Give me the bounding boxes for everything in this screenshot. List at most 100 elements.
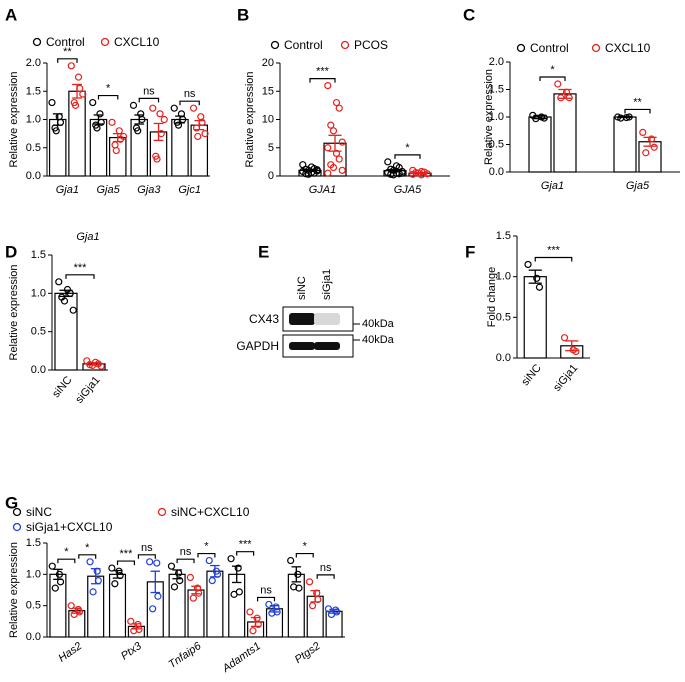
- significance-label: ns: [260, 584, 272, 596]
- x-tick-label: GJA1: [309, 184, 337, 196]
- bar: [228, 573, 246, 638]
- y-axis-label: Relative expression: [8, 542, 20, 638]
- data-point: [149, 104, 157, 112]
- y-tick-label: 10: [262, 114, 274, 126]
- data-point: [246, 608, 254, 616]
- data-point: [130, 627, 138, 635]
- data-point: [186, 573, 194, 582]
- bar: [553, 93, 577, 173]
- data-point: [287, 556, 295, 565]
- data-point: [170, 104, 178, 112]
- significance-label: **: [63, 46, 72, 58]
- data-point: [335, 104, 343, 112]
- data-point: [272, 603, 280, 611]
- significance-label: ***: [547, 244, 561, 256]
- data-point: [338, 166, 346, 174]
- x-tick-label: Gja5: [626, 180, 650, 192]
- y-tick-label: 1.5: [496, 230, 511, 242]
- y-tick-label: 0.5: [31, 326, 46, 338]
- data-point: [176, 576, 184, 585]
- y-tick-label: 1.0: [31, 287, 46, 299]
- legend-label: siNC+CXCL10: [171, 505, 250, 519]
- legend-label: CXCL10: [114, 35, 160, 49]
- y-tick-label: 0.0: [496, 352, 511, 364]
- data-point: [324, 81, 332, 90]
- data-point: [93, 124, 101, 132]
- marker-label: 40kDa: [362, 334, 395, 346]
- y-tick-label: 1.0: [489, 111, 504, 123]
- data-point: [642, 149, 650, 157]
- data-point: [230, 590, 238, 598]
- bar: [613, 116, 637, 173]
- data-point: [48, 562, 56, 570]
- data-point: [524, 260, 532, 269]
- significance-label: **: [633, 96, 642, 108]
- data-point: [146, 558, 154, 566]
- data-point: [96, 110, 104, 118]
- data-point: [79, 90, 87, 98]
- significance-bracket: [197, 552, 216, 558]
- data-point: [55, 278, 63, 286]
- y-tick-label: 15: [262, 85, 274, 97]
- data-point: [108, 118, 116, 126]
- data-point: [332, 149, 341, 157]
- y-tick-label: 1.0: [26, 568, 41, 580]
- legend-marker: [340, 40, 350, 50]
- legend-label: siGja1+CXCL10: [26, 520, 113, 534]
- y-tick-label: 1.5: [489, 84, 504, 96]
- row-label: GAPDH: [236, 339, 279, 353]
- data-point: [48, 98, 56, 107]
- x-tick-label: Gja3: [137, 184, 161, 196]
- blot-band: [314, 313, 340, 325]
- data-point: [290, 583, 298, 591]
- significance-bracket: [295, 552, 314, 558]
- data-point: [167, 562, 176, 570]
- data-point: [308, 602, 317, 610]
- data-point: [127, 617, 135, 625]
- panel-letter: A: [5, 6, 17, 25]
- panel-letter: D: [5, 243, 17, 262]
- significance-label: *: [204, 541, 209, 553]
- legend-marker: [12, 507, 22, 517]
- legend-marker: [516, 43, 526, 53]
- x-tick-label: GJA5: [394, 184, 422, 196]
- y-tick-label: 1.5: [26, 85, 41, 97]
- significance-bracket: [624, 108, 651, 114]
- data-point: [149, 605, 157, 613]
- significance-label: ns: [141, 542, 153, 554]
- data-point: [153, 155, 161, 163]
- data-point: [338, 138, 346, 146]
- y-tick-label: 1.5: [26, 537, 41, 549]
- significance-label: *: [405, 142, 410, 154]
- data-point: [324, 144, 332, 152]
- y-tick-label: 2.0: [489, 56, 504, 68]
- y-tick-label: 1.5: [31, 249, 46, 261]
- significance-label: *: [303, 541, 308, 553]
- y-axis-label: Fold change: [486, 267, 498, 328]
- significance-label: *: [550, 64, 555, 76]
- data-point: [234, 564, 242, 572]
- x-tick-label: Gja1: [541, 180, 564, 192]
- panel-letter: B: [237, 6, 249, 25]
- data-point: [55, 570, 64, 578]
- data-point: [398, 169, 406, 177]
- data-point: [160, 115, 168, 124]
- significance-label: ***: [120, 548, 134, 560]
- data-point: [74, 73, 83, 81]
- significance-label: ***: [74, 262, 88, 274]
- data-point: [89, 98, 97, 107]
- data-point: [554, 80, 562, 88]
- data-point: [417, 171, 426, 179]
- data-point: [51, 584, 59, 592]
- x-tick-label: Gjc1: [178, 184, 201, 196]
- panel-letter: C: [463, 6, 475, 25]
- data-point: [533, 274, 541, 282]
- data-point: [129, 101, 138, 109]
- significance-bracket: [394, 154, 421, 159]
- bar: [287, 573, 305, 638]
- y-tick-label: 2.0: [26, 57, 41, 69]
- bar: [87, 575, 105, 638]
- significance-bracket: [236, 551, 255, 556]
- data-point: [67, 62, 75, 70]
- y-tick-label: 0.5: [489, 139, 504, 151]
